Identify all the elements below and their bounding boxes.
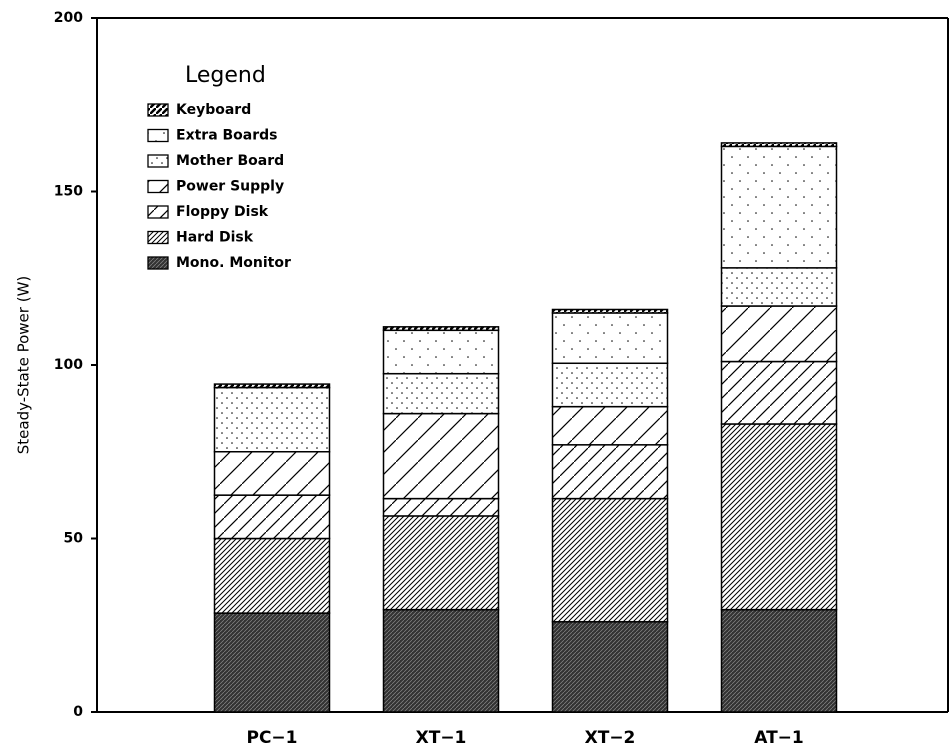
bar-segment: [213, 451, 331, 496]
bar-segment: [382, 497, 500, 517]
bar-segment: [551, 621, 669, 713]
bar-segment: [551, 362, 669, 408]
bar-segment: [720, 360, 838, 425]
legend-swatch: [147, 230, 169, 245]
bar-segment: [720, 145, 838, 269]
y-tick-label: 150: [54, 184, 83, 200]
bar-segment: [382, 329, 500, 375]
legend-label: Floppy Disk: [176, 204, 269, 220]
x-tick-label: AT−1: [754, 728, 804, 748]
bar-segment: [382, 326, 500, 332]
legend-swatch: [147, 103, 169, 117]
x-tick-label: PC−1: [246, 728, 297, 748]
legend-title: Legend: [185, 63, 266, 88]
bar-segment: [720, 423, 838, 611]
legend-label: Extra Boards: [176, 128, 278, 144]
bar-segment: [551, 497, 669, 623]
bar-segment: [382, 515, 500, 611]
bar-segment: [213, 612, 331, 713]
legend-label: Power Supply: [176, 179, 284, 195]
bar-segment: [551, 444, 669, 500]
legend-swatch: [147, 256, 169, 270]
legend-label: Hard Disk: [176, 230, 254, 246]
y-tick-label: 0: [73, 704, 83, 720]
bar-segment: [551, 405, 669, 446]
legend-swatch: [147, 154, 169, 168]
bar-segment: [720, 267, 838, 307]
bar-segment: [213, 383, 331, 389]
y-tick-label: 200: [54, 10, 83, 26]
bar-segment: [551, 312, 669, 365]
legend-swatch: [147, 179, 169, 194]
bar-segment: [213, 494, 331, 540]
bar-segment: [382, 372, 500, 415]
y-tick-label: 100: [54, 357, 83, 373]
x-tick-label: XT−1: [416, 728, 467, 748]
y-axis-label: Steady-State Power (W): [15, 276, 33, 455]
bar-segment: [720, 608, 838, 713]
legend-swatch: [147, 128, 169, 143]
bar-segment: [213, 386, 331, 453]
legend-label: Keyboard: [176, 102, 251, 118]
legend-swatch: [147, 205, 169, 219]
y-tick-label: 50: [64, 531, 84, 547]
bar-segment: [720, 142, 838, 148]
bar-segment: [720, 305, 838, 363]
legend-label: Mono. Monitor: [176, 255, 291, 271]
bar-segment: [382, 412, 500, 500]
x-tick-label: XT−2: [585, 728, 636, 748]
legend-label: Mother Board: [176, 153, 284, 169]
bar-segment: [382, 608, 500, 713]
bar-segment: [213, 537, 331, 614]
bar-segment: [551, 308, 669, 314]
